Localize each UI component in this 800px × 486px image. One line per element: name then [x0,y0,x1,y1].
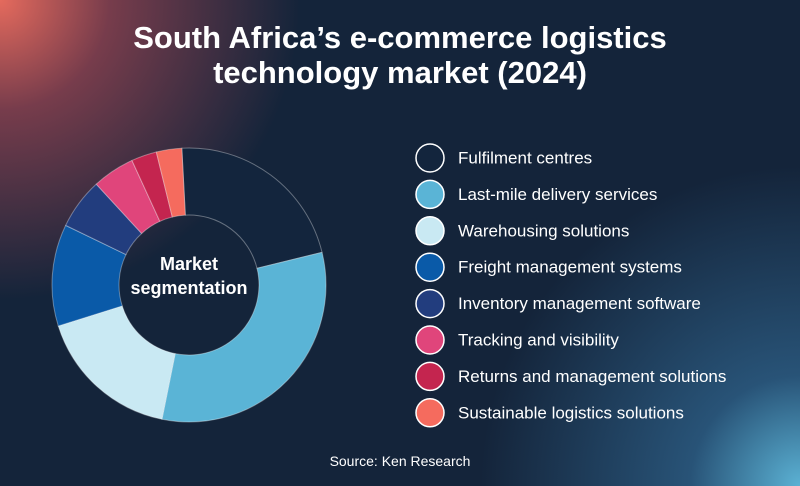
legend-label: Warehousing solutions [458,221,629,240]
donut-segment [51,224,127,327]
donut-segment [57,305,176,420]
donut-segment [155,147,186,218]
legend-label: Freight management systems [458,258,682,277]
chart-title: South Africa’s e-commerce logistics tech… [133,20,667,90]
legend-swatch [415,216,445,246]
legend-label: Last-mile delivery services [458,185,657,204]
center-label: Market segmentation [130,254,248,298]
legend-swatch [415,252,445,282]
donut-segment [181,147,323,269]
legend-label: Fulfilment centres [458,148,592,167]
legend-swatch [415,288,445,319]
legend-swatch [415,398,445,428]
legend-label: Tracking and visibility [458,330,619,349]
legend-swatch [415,143,445,173]
source: Source: Ken Research [329,453,471,469]
legend-swatch [415,325,445,355]
legend-label: Returns and management solutions [458,367,726,386]
legend-swatch [415,179,445,210]
legend-swatch [415,361,445,392]
donut-segment [161,251,327,423]
donut-segment [131,151,173,223]
legend-label: Sustainable logistics solutions [458,403,684,422]
donut-segment [64,183,143,256]
legend-label: Inventory management software [458,294,701,313]
